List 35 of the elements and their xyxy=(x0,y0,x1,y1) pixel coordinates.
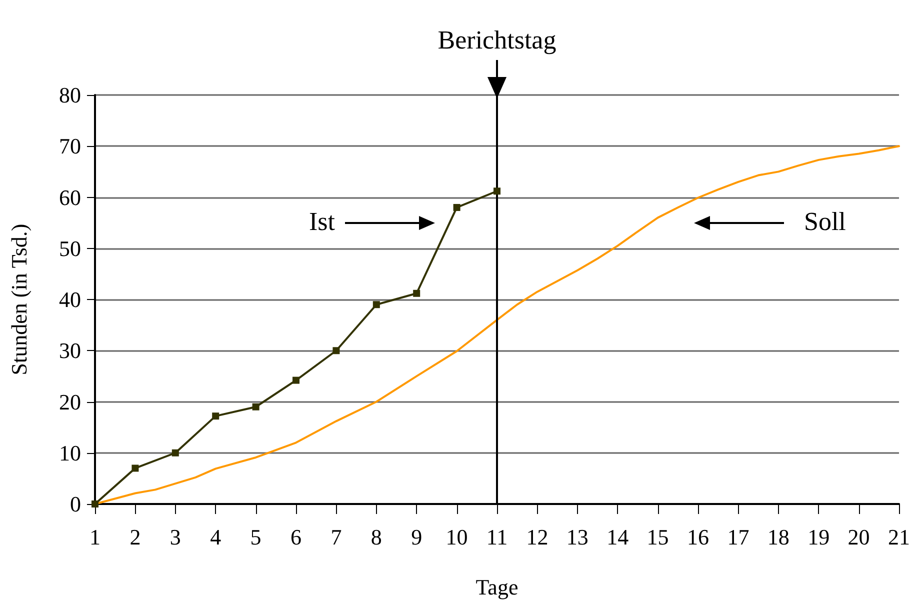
x-tick-label: 12 xyxy=(526,524,548,550)
x-tick-label: 20 xyxy=(848,524,870,550)
x-tick-label: 10 xyxy=(446,524,468,550)
x-tick-label: 18 xyxy=(767,524,790,550)
x-tick-label: 9 xyxy=(411,524,422,550)
x-tick-label: 15 xyxy=(646,524,669,550)
y-axis-title: Stunden (in Tsd.) xyxy=(6,224,32,376)
x-tick-label: 2 xyxy=(130,524,141,550)
y-tick-label: 70 xyxy=(59,134,81,159)
y-tick-label: 60 xyxy=(59,184,81,210)
x-tick-label: 16 xyxy=(687,524,709,550)
x-tick-label: 21 xyxy=(888,524,910,550)
x-tick-label: 8 xyxy=(370,524,382,550)
x-tick-label: 1 xyxy=(90,524,100,550)
x-tick-label: 13 xyxy=(566,524,588,550)
y-tick-label: 0 xyxy=(70,492,81,516)
ref-line-label: Berichtstag xyxy=(438,26,556,54)
y-tick-label: 50 xyxy=(59,236,81,261)
y-tick-label: 80 xyxy=(59,82,81,108)
x-tick-label: 14 xyxy=(606,524,629,550)
x-tick-label: 7 xyxy=(330,524,342,550)
x-tick-label: 3 xyxy=(170,524,181,550)
x-tick-label: 11 xyxy=(486,524,508,550)
x-tick-label: 19 xyxy=(808,524,830,550)
y-tick-label: 40 xyxy=(59,287,81,312)
x-axis-title: Tage xyxy=(476,574,518,600)
x-tick-label: 4 xyxy=(210,524,222,550)
x-tick-label: 5 xyxy=(250,524,262,550)
x-tick-label: 6 xyxy=(290,524,302,550)
x-tick-label: 17 xyxy=(727,524,750,550)
y-tick-label: 20 xyxy=(59,389,81,414)
y-tick-label: 10 xyxy=(59,440,81,466)
annotation: Soll xyxy=(804,207,846,237)
annotation: Ist xyxy=(309,207,335,237)
y-tick-label: 30 xyxy=(59,338,81,364)
